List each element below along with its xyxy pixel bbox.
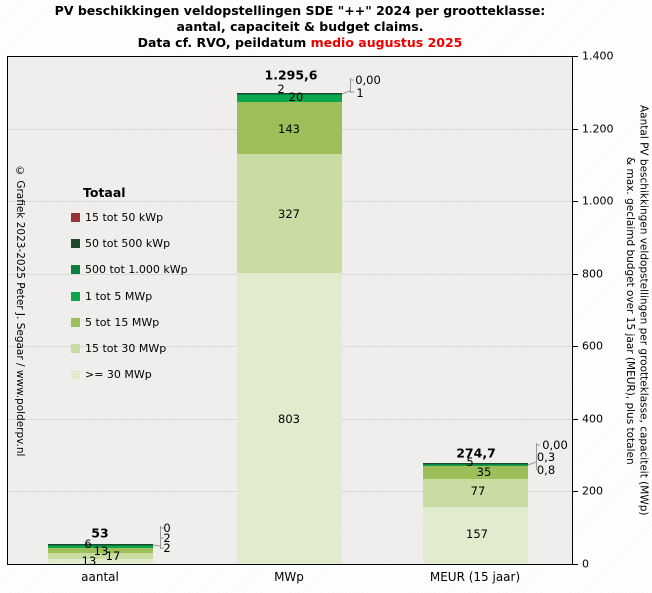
legend-item-label: 500 tot 1.000 kWp (85, 263, 188, 277)
chart-title-line1: PV beschikkingen veldopstellingen SDE "+… (54, 3, 546, 18)
total-label-2: 274,7 (456, 445, 496, 461)
segment-label: 13 (93, 544, 109, 558)
segment-label: 143 (278, 122, 300, 136)
y-tick-label: 600 (582, 339, 603, 353)
bar-segment-mwp-4 (237, 102, 342, 154)
segment-label: 2 (277, 82, 285, 96)
bar-segment-mwp-3 (237, 94, 342, 103)
total-label-1: 1.295,6 (264, 67, 318, 83)
callout-label: 0 (163, 521, 171, 535)
callout-label: 2 (163, 541, 171, 555)
bar-segment-aantal-3 (48, 546, 153, 549)
chart-title-line2: aantal, capaciteit & budget claims. (176, 19, 424, 34)
total-label-0: 53 (91, 525, 109, 541)
segment-label: 157 (466, 527, 488, 541)
bar-segment-meur-2 (423, 463, 528, 465)
segment-label: 5 (466, 455, 474, 469)
bar-segment-aantal-6 (48, 559, 153, 564)
callout-label: 2 (163, 531, 171, 545)
y-tick-mark (572, 273, 578, 275)
x-category-label: MEUR (15 jaar) (429, 570, 521, 584)
legend-title: Totaal (83, 185, 126, 200)
legend-swatch-icon (71, 370, 80, 380)
chart-subtitle: Data cf. RVO, peildatum medio augustus 2… (0, 35, 600, 51)
y-tick-mark (572, 346, 578, 348)
bar-segment-meur-4 (423, 466, 528, 480)
chart-subtitle-prefix: Data cf. RVO, peildatum (137, 35, 311, 50)
legend-item-label: 50 tot 500 kWp (85, 237, 171, 251)
y-tick-mark (572, 491, 578, 493)
y-tick-label: 400 (582, 412, 603, 426)
callout-label: 0,00 (355, 73, 381, 87)
segment-label: 17 (105, 549, 121, 563)
bar-segment-meur-6 (423, 507, 528, 564)
y-tick-label: 800 (582, 267, 603, 281)
chart-subtitle-date: medio augustus 2025 (310, 35, 463, 50)
segment-label: 77 (470, 484, 486, 498)
bar-segment-aantal-2 (48, 545, 153, 547)
y-tick-label: 1.200 (582, 122, 614, 136)
legend-item-label: 1 tot 5 MWp (85, 289, 153, 303)
segment-label: 35 (476, 465, 492, 479)
bar-segment-meur-1 (423, 462, 528, 464)
segment-label: 327 (278, 207, 300, 221)
legend-swatch-icon (71, 291, 80, 301)
y-tick-mark (572, 564, 578, 565)
y-axis-title-line2: & max. geclaimd budget over 15 jaar (MEU… (624, 156, 636, 465)
segment-label: 20 (288, 90, 304, 104)
bar-segment-mwp-5 (237, 153, 342, 273)
bar-segment-mwp-1 (237, 93, 342, 94)
legend-swatch-icon (71, 213, 80, 222)
x-category-label: MWp (274, 570, 304, 584)
bar-segment-meur-5 (423, 479, 528, 508)
segment-label: 6 (84, 537, 92, 551)
bar-segment-aantal-4 (48, 548, 153, 554)
segment-label: 13 (81, 554, 97, 568)
copyright-text: © Grafiek 2023-2025 Peter J. Segaar / ww… (14, 164, 26, 457)
segment-label: 803 (278, 412, 300, 426)
y-tick-label: 1.400 (582, 49, 614, 63)
callout-label: 0,3 (536, 450, 556, 464)
bar-segment-meur-3 (423, 464, 528, 467)
y-axis-title: Aantal PV beschikkingen veldopstellingen… (621, 56, 651, 565)
y-tick-mark (572, 418, 578, 420)
legend-item-label: 15 tot 30 MWp (85, 342, 167, 355)
y-tick-label: 200 (582, 484, 603, 498)
y-axis-title-line1: Aantal PV beschikkingen veldopstellingen… (637, 105, 650, 516)
y-tick-label: 1.000 (582, 194, 614, 208)
legend-swatch-icon (71, 239, 80, 249)
y-tick-mark (572, 56, 578, 57)
legend-swatch-icon (71, 317, 80, 327)
y-tick-mark (572, 128, 578, 130)
y-tick-label: 0 (582, 557, 589, 571)
bar-segment-aantal-1 (48, 544, 153, 546)
bar-segment-mwp-6 (237, 272, 342, 564)
legend-swatch-icon (71, 344, 80, 353)
callout-label: 0,8 (536, 463, 556, 477)
legend-item-label: 15 tot 50 kWp (85, 211, 164, 224)
legend-item-label: 5 tot 15 MWp (85, 315, 160, 329)
legend-swatch-icon (71, 265, 80, 275)
y-tick-mark (572, 201, 578, 203)
callout-label: 1 (356, 86, 364, 100)
bar-segment-aantal-5 (48, 553, 153, 560)
legend-item-label: >= 30 MWp (85, 368, 152, 382)
chart-title: PV beschikkingen veldopstellingen SDE "+… (0, 3, 600, 51)
x-category-label: aantal (81, 570, 119, 584)
bar-segment-mwp-2 (237, 93, 342, 95)
callout-label: 0,00 (542, 438, 568, 452)
